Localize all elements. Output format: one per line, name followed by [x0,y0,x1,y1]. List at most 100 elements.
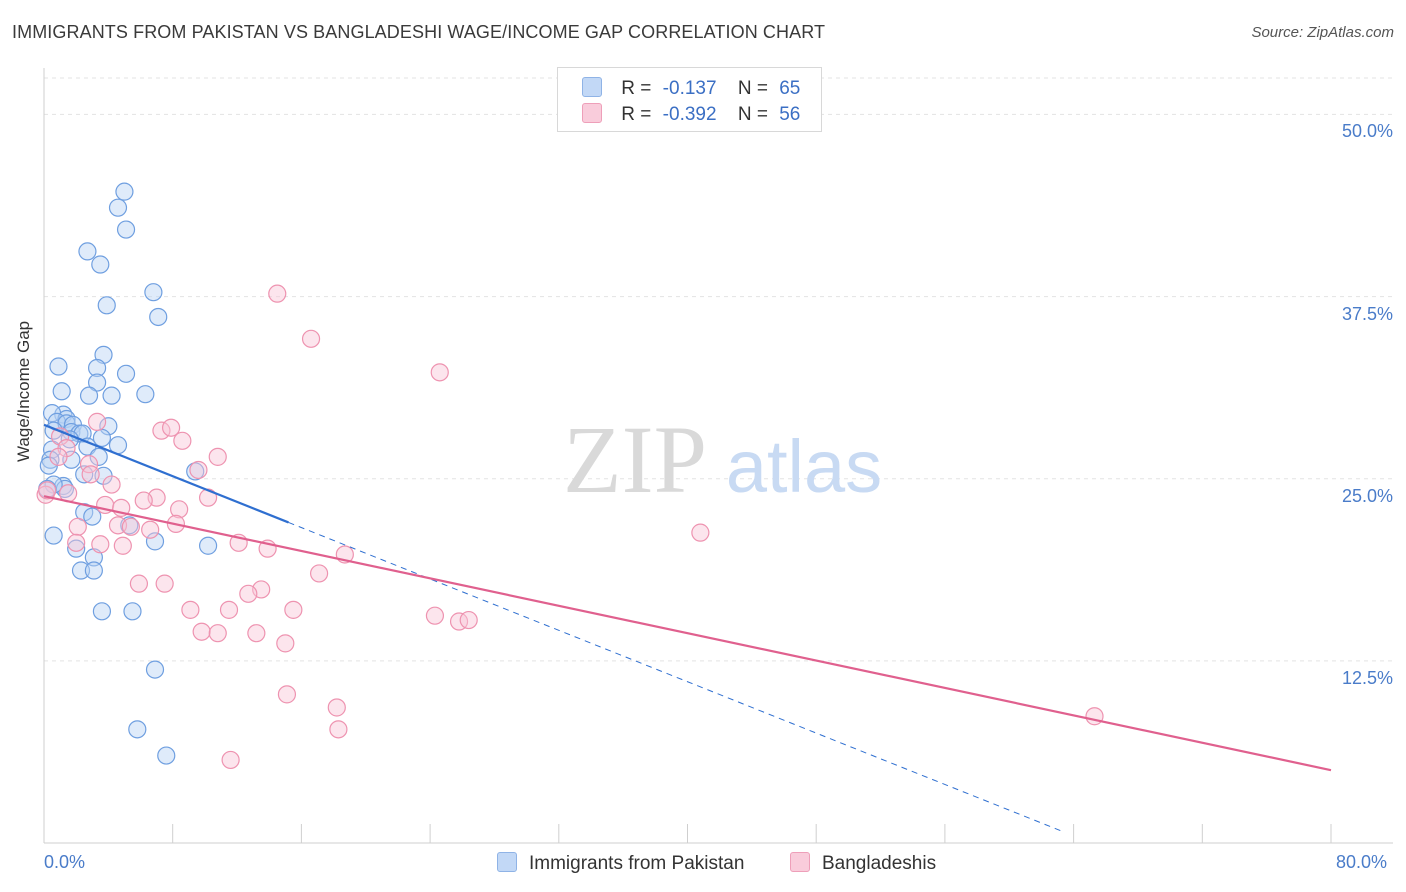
series-0-point-54 [92,602,112,621]
legend-r-value: -0.137 [662,78,717,99]
series-1-point-13 [81,465,100,484]
series-0-point-9 [49,357,68,376]
series-0-point-7 [149,307,168,327]
y-tick-label-3: 50.0% [1341,121,1393,142]
series-1-point-9 [49,447,68,466]
series-1-point-47 [208,624,227,643]
series-0-point-3 [78,242,97,261]
series-1-point-51 [327,698,346,717]
series-0-point-55 [123,602,142,621]
y-tick-label-0: 12.5% [1341,667,1393,688]
bottom-legend-pakistan: Immigrants from Pakistan [497,852,744,875]
series-0-point-16 [136,385,155,404]
series-1-point-44 [449,612,469,631]
source-attribution: Source: ZipAtlas.com [1251,24,1394,41]
series-1-point-29 [67,533,86,552]
series-1-point-37 [155,574,174,593]
chart-title: IMMIGRANTS FROM PAKISTAN VS BANGLADESHI … [12,22,826,42]
series-1-point-14 [102,475,121,494]
series-0-point-56 [145,660,165,679]
series-0-point-45 [83,507,102,526]
series-1-point-22 [170,500,189,519]
series-0-point-48 [145,532,165,551]
watermark-atlas: atlas [726,425,882,508]
series-pakistan-points [38,182,218,765]
legend-n-label: N = [737,104,768,125]
legend-r-value: -0.392 [662,104,717,125]
series-1-point-46 [192,622,211,641]
legend-n-value: 56 [779,104,801,125]
series-1-point-10 [208,447,227,466]
series-1-point-39 [239,584,258,603]
series-0-point-47 [44,526,63,545]
x-tick-label-min: 0.0% [44,852,86,872]
watermark-zip: ZIP [563,406,707,513]
y-axis-label: Wage/Income Gap [14,320,33,462]
series-1-point-43 [425,606,445,625]
series-0-point-57 [128,720,147,739]
series-1-point-23 [68,517,87,536]
legend-n-label: N = [737,78,768,99]
legend-row-bangladeshis: R = -0.392 N = 56 [582,103,800,127]
series-1-point-7 [173,431,192,450]
series-1-point-31 [113,536,132,555]
series-0-point-4 [91,255,110,274]
series-1-point-50 [277,685,297,704]
series-0-point-1 [108,198,128,217]
trend-line-0 [43,423,289,524]
series-1-point-41 [219,600,239,619]
series-0-point-53 [84,561,103,580]
series-1-point-35 [309,564,329,583]
legend-n-value: 65 [779,78,801,99]
series-1-point-25 [121,517,140,536]
series-0-point-5 [144,283,163,302]
series-0-point-10 [87,358,107,378]
legend-row-pakistan: R = -0.137 N = 65 [582,77,800,101]
series-1-point-28 [691,523,710,542]
series-1-point-27 [141,520,160,539]
correlation-legend: R = -0.137 N = 65 R = -0.392 N = 56 [557,67,822,132]
series-0-point-13 [52,382,71,401]
axes [43,68,1393,844]
trend-line-1 [43,495,1332,772]
watermark: ZIP atlas [563,406,882,513]
series-1-point-3 [87,412,107,431]
series-0-point-6 [97,296,116,315]
series-0-point-49 [198,536,218,555]
series-1-point-55 [38,481,57,500]
series-1-point-48 [247,624,266,643]
series-1-point-52 [329,720,348,739]
series-0-point-35 [89,447,108,466]
series-0-point-14 [79,386,99,405]
series-bangladeshis-points [36,284,1104,770]
series-0-point-12 [87,373,107,392]
series-0-point-15 [102,386,121,405]
x-tick-label-max: 80.0% [1336,852,1388,872]
bottom-legend-bangladeshis: Bangladeshis [790,852,936,875]
bottom-legend-label-bangladeshis: Bangladeshis [822,853,937,874]
series-1-point-53 [221,750,240,770]
y-tick-label-1: 25.0% [1341,485,1393,506]
bottom-legend-label-pakistan: Immigrants from Pakistan [529,853,745,874]
series-1-point-2 [430,363,449,382]
legend-swatch-pakistan [582,77,602,97]
series-1-point-12 [189,460,208,480]
series-1-point-49 [276,634,295,653]
legend-r-label: R = [621,78,652,99]
bottom-legend-swatch-bangladeshis [790,852,810,872]
series-0-point-37 [75,465,94,484]
series-0-point-52 [71,561,91,580]
series-0-point-0 [115,182,134,201]
series-0-point-58 [157,746,176,765]
series-1-point-0 [268,284,287,303]
y-tick-label-2: 37.5% [1341,303,1393,324]
series-1-point-30 [91,535,110,554]
trend-lines [43,423,1332,832]
legend-r-label: R = [621,104,652,125]
series-1-point-42 [284,600,303,619]
trend-line-extension-0 [288,521,1063,832]
series-0-point-50 [67,539,86,558]
series-0-point-23 [99,417,118,436]
series-0-point-11 [116,364,136,383]
